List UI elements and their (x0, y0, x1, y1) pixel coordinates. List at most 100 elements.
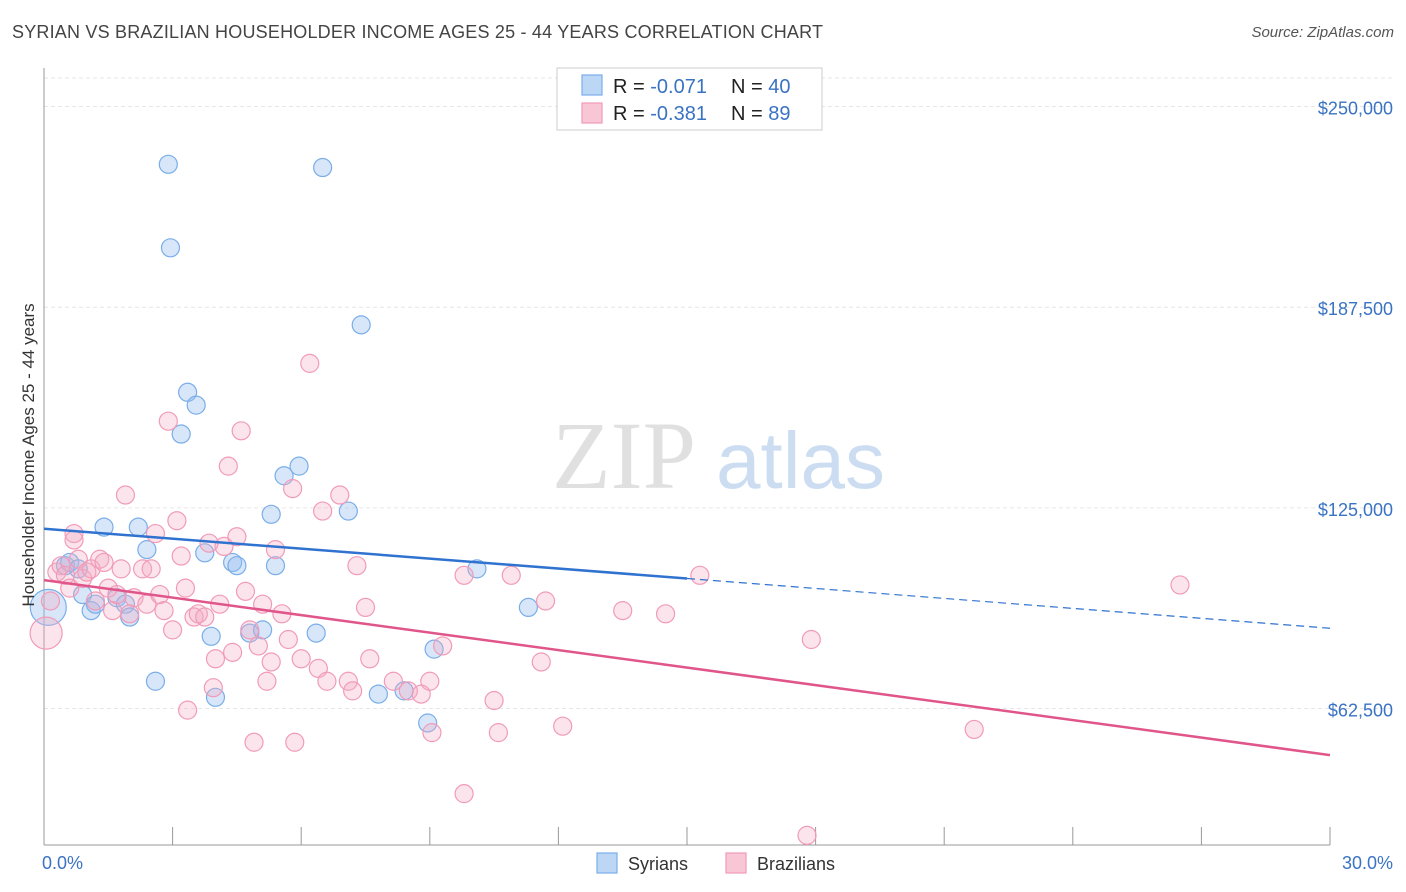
syrians-point-15 (160, 238, 181, 258)
syrians-point-31 (306, 623, 326, 643)
brazilians-point-12 (85, 591, 106, 611)
brazilians-point-20 (120, 604, 140, 624)
brazilians-point-52 (261, 652, 281, 672)
brazilians-point-68 (360, 649, 380, 669)
brazilians-point-77 (484, 690, 504, 711)
syrians-trend-line (43, 527, 688, 580)
brazilians-point-51 (257, 671, 277, 691)
brazilians-point-66 (347, 556, 367, 576)
bottom-legend: Syrians Brazilians (596, 852, 835, 874)
syrians-point-23 (227, 556, 247, 576)
watermark: ZIP atlas (552, 402, 885, 509)
syrians-point-29 (289, 456, 309, 476)
brazilians-point-45 (231, 421, 251, 441)
brazilians-point-25 (145, 523, 166, 544)
syrians-point-32 (338, 501, 358, 521)
brazilians-point-33 (178, 700, 198, 720)
legend-n-label-2: N = (731, 103, 768, 125)
syrians-point-33 (351, 315, 371, 335)
syrians-point-30 (313, 157, 333, 178)
x-tick-label-min: 0.0% (42, 853, 83, 873)
brazilians-point-49 (248, 636, 268, 656)
brazilians-point-42 (218, 456, 238, 476)
brazilians-point-81 (535, 591, 556, 611)
brazilians-point-69 (383, 671, 403, 691)
legend: R = -0.071 N = 40 R = -0.381 N = 89 (556, 67, 823, 131)
brazilians-trend-line (43, 578, 1331, 757)
brazilians-point-19 (115, 485, 136, 505)
x-ticks (172, 827, 1331, 845)
brazilians-point-47 (240, 620, 260, 640)
brazilians-point-67 (355, 597, 376, 618)
brazilians-point-6 (64, 523, 84, 544)
y-tick-label-3: $250,000 (1318, 99, 1393, 119)
bottom-legend-label-syrians: Syrians (628, 854, 688, 874)
legend-r-value-1: -0.071 (650, 76, 707, 98)
brazilians-point-59 (300, 353, 320, 373)
brazilians-point-76 (454, 784, 474, 804)
syrians-point-12 (137, 540, 157, 560)
legend-row-1: R = -0.071 N = 40 (613, 76, 791, 98)
syrians-point-27 (265, 556, 286, 576)
y-tick-label-2: $187,500 (1318, 299, 1393, 319)
y-axis-label: Householder Income Ages 25 - 44 years (19, 303, 38, 606)
legend-swatch-syrians (581, 74, 603, 96)
watermark-zip: ZIP (552, 402, 696, 509)
brazilians-point-87 (797, 825, 817, 845)
syrians-point-20 (201, 626, 221, 646)
syrians-point-21 (205, 687, 226, 707)
brazilians-point-46 (235, 581, 256, 601)
watermark-atlas: atlas (716, 416, 885, 505)
brazilians-point-28 (158, 411, 178, 431)
syrians-point-7 (94, 517, 114, 537)
legend-r-value-2: -0.381 (650, 103, 707, 125)
brazilians-point-43 (223, 642, 243, 662)
brazilians-point-63 (330, 485, 350, 505)
y-tick-label-0: $62,500 (1328, 701, 1393, 721)
syrians-point-0 (29, 588, 67, 627)
brazilians-point-64 (338, 671, 358, 691)
brazilians-point-74 (433, 636, 453, 656)
series-brazilians-points (29, 353, 1190, 845)
brazilians-point-56 (283, 479, 303, 499)
brazilians-point-30 (167, 511, 187, 531)
syrians-point-36 (418, 713, 438, 733)
brazilians-point-60 (313, 501, 333, 521)
trend-lines (43, 527, 1331, 757)
brazilians-point-31 (171, 546, 191, 566)
brazilians-point-29 (163, 620, 183, 640)
chart-source: Source: ZipAtlas.com (1251, 24, 1394, 41)
brazilians-point-44 (227, 527, 247, 547)
syrians-point-13 (145, 671, 166, 691)
legend-swatch-brazilians (581, 102, 603, 124)
syrians-point-11 (128, 517, 148, 537)
brazilians-point-58 (291, 649, 311, 669)
brazilians-point-32 (175, 578, 196, 598)
brazilians-point-27 (154, 601, 174, 621)
brazilians-point-75 (454, 565, 474, 585)
brazilians-point-0 (29, 616, 63, 650)
brazilians-point-78 (488, 723, 508, 743)
brazilians-point-1 (40, 591, 61, 611)
legend-n-value-2: 89 (768, 103, 790, 125)
brazilians-point-14 (94, 552, 114, 573)
brazilians-point-16 (102, 601, 123, 621)
bottom-legend-label-brazilians: Brazilians (757, 854, 835, 874)
brazilians-point-39 (205, 649, 226, 669)
brazilians-point-80 (531, 652, 551, 672)
brazilians-point-82 (553, 716, 573, 736)
bottom-legend-swatch-brazilians (725, 852, 747, 874)
brazilians-point-24 (141, 559, 161, 579)
x-tick-label-max: 30.0% (1342, 853, 1393, 873)
syrians-point-16 (171, 424, 191, 444)
brazilians-point-84 (655, 604, 676, 624)
bottom-legend-swatch-syrians (596, 852, 618, 874)
y-tick-label-1: $125,000 (1318, 500, 1393, 520)
brazilians-point-83 (613, 601, 633, 621)
syrians-trend-line-extension (686, 577, 1331, 629)
brazilians-point-62 (317, 671, 337, 691)
syrians-point-26 (261, 504, 281, 524)
brazilians-point-86 (801, 629, 821, 650)
legend-r-label-2: R = (613, 103, 650, 125)
